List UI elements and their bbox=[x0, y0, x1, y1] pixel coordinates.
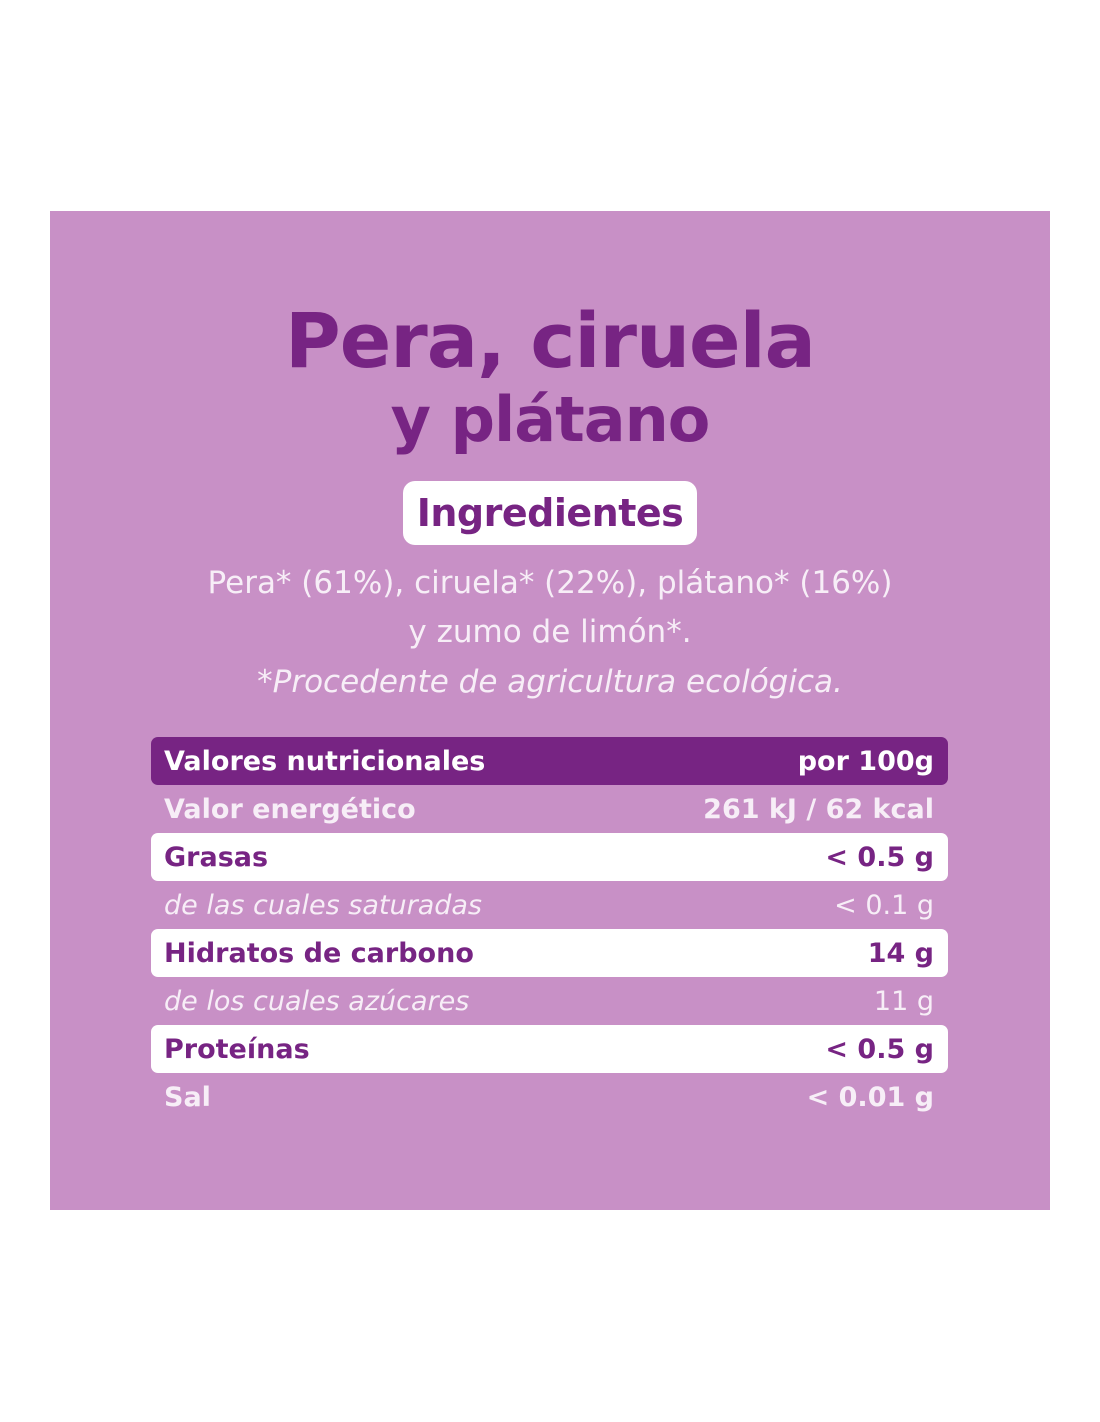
nutrition-label: Sal bbox=[164, 1081, 211, 1113]
product-title-line2: y plátano bbox=[390, 383, 711, 456]
nutrition-value: 14 g bbox=[867, 937, 934, 969]
nutrition-label: Proteínas bbox=[164, 1033, 310, 1065]
ingredients-footnote: *Procedente de agricultura ecológica. bbox=[257, 664, 843, 700]
nutrition-row-protein: Proteínas < 0.5 g bbox=[151, 1025, 948, 1073]
nutrition-header-label: Valores nutricionales bbox=[164, 745, 486, 777]
nutrition-row-fat: Grasas < 0.5 g bbox=[151, 833, 948, 881]
nutrition-value: < 0.1 g bbox=[834, 889, 934, 921]
nutrition-row-saturated-fat: de las cuales saturadas < 0.1 g bbox=[151, 881, 948, 929]
nutrition-row-energy: Valor energético 261 kJ / 62 kcal bbox=[151, 785, 948, 833]
nutrition-label: Grasas bbox=[164, 841, 269, 873]
nutrition-label: Hidratos de carbono bbox=[164, 937, 474, 969]
nutrition-value: 261 kJ / 62 kcal bbox=[703, 793, 934, 825]
ingredients-heading: Ingredientes bbox=[403, 481, 697, 545]
product-info-panel: Pera, ciruela y plátano Ingredientes Per… bbox=[50, 211, 1050, 1210]
nutrition-table: Valores nutricionales por 100g Valor ene… bbox=[151, 737, 948, 1121]
product-title-line1: Pera, ciruela bbox=[285, 296, 816, 385]
nutrition-label: de los cuales azúcares bbox=[164, 985, 470, 1017]
ingredients-line1: Pera* (61%), ciruela* (22%), plátano* (1… bbox=[207, 565, 893, 601]
nutrition-header-row: Valores nutricionales por 100g bbox=[151, 737, 948, 785]
nutrition-header-value: por 100g bbox=[797, 745, 934, 777]
ingredients-line2: y zumo de limón*. bbox=[408, 614, 692, 650]
nutrition-value: 11 g bbox=[873, 985, 934, 1017]
nutrition-row-carbohydrates: Hidratos de carbono 14 g bbox=[151, 929, 948, 977]
nutrition-row-sugars: de los cuales azúcares 11 g bbox=[151, 977, 948, 1025]
nutrition-value: < 0.5 g bbox=[825, 1033, 934, 1065]
nutrition-label: de las cuales saturadas bbox=[164, 889, 483, 921]
nutrition-value: < 0.5 g bbox=[825, 841, 934, 873]
nutrition-row-salt: Sal < 0.01 g bbox=[151, 1073, 948, 1121]
nutrition-value: < 0.01 g bbox=[806, 1081, 934, 1113]
nutrition-label: Valor energético bbox=[164, 793, 416, 825]
